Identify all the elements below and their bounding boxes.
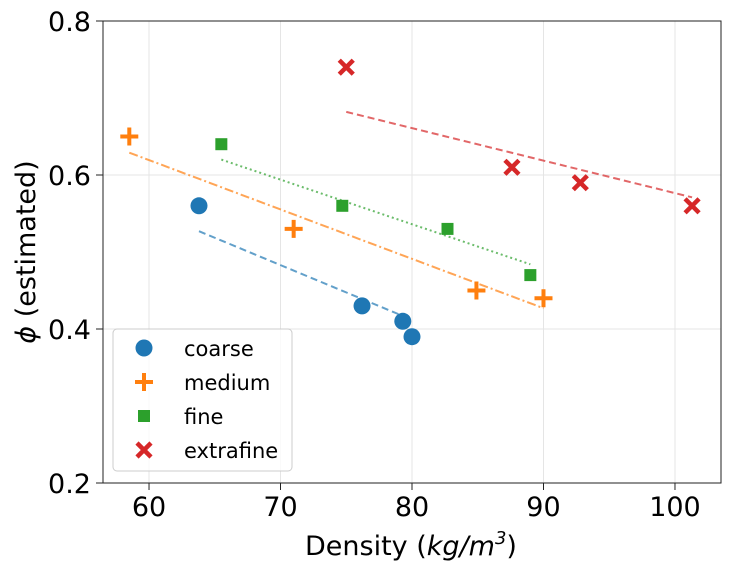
legend-fine-label: fine [184, 405, 223, 429]
legend-frame [112, 328, 293, 472]
coarse-point [403, 328, 421, 346]
y-tick-label: 0.2 [48, 469, 91, 500]
fine-point [441, 222, 454, 235]
legend-coarse-marker [135, 339, 153, 357]
y-tick-label: 0.8 [48, 7, 91, 38]
y-tick-label: 0.4 [48, 315, 91, 346]
data-markers [120, 58, 701, 346]
extrafine-point [503, 158, 521, 176]
x-tick-label: 60 [132, 492, 166, 523]
y-tick-label: 0.6 [48, 161, 91, 192]
x-axis-label: Density (kg/m3) [305, 528, 517, 562]
coarse-fit-line [198, 230, 413, 321]
legend-medium-marker [135, 373, 153, 391]
medium-fit-line [128, 151, 544, 310]
legend-medium-label: medium [184, 371, 270, 395]
fine-point [524, 269, 537, 282]
medium-point [467, 281, 486, 300]
x-tick-label: 90 [526, 492, 560, 523]
legend-coarse-label: coarse [184, 337, 254, 361]
y-axis-label: ϕ (estimated) [11, 160, 42, 343]
extrafine-fit-line [346, 110, 693, 199]
medium-point [284, 219, 303, 238]
extrafine-point [337, 58, 355, 76]
coarse-point [394, 312, 412, 330]
medium-point [534, 289, 553, 308]
tick-labels: 60 70 80 90 100 0.2 0.4 0.6 0.8 [48, 7, 701, 523]
fine-fit-line [221, 158, 531, 266]
x-tick-label: 100 [649, 492, 701, 523]
x-tick-label: 80 [395, 492, 429, 523]
medium-point [120, 127, 139, 146]
legend: coarse medium fine extrafine [112, 328, 293, 472]
fit-lines [128, 110, 693, 321]
coarse-point [353, 297, 371, 315]
fine-point [336, 199, 349, 212]
extrafine-point [683, 197, 701, 215]
axes [96, 20, 722, 490]
fine-point [215, 138, 228, 151]
legend-extrafine-marker [135, 441, 153, 459]
x-tick-label: 70 [263, 492, 297, 523]
legend-fine-marker [138, 410, 150, 422]
legend-extrafine-label: extrafine [184, 439, 278, 463]
extrafine-point [571, 174, 589, 192]
coarse-point [190, 197, 208, 215]
